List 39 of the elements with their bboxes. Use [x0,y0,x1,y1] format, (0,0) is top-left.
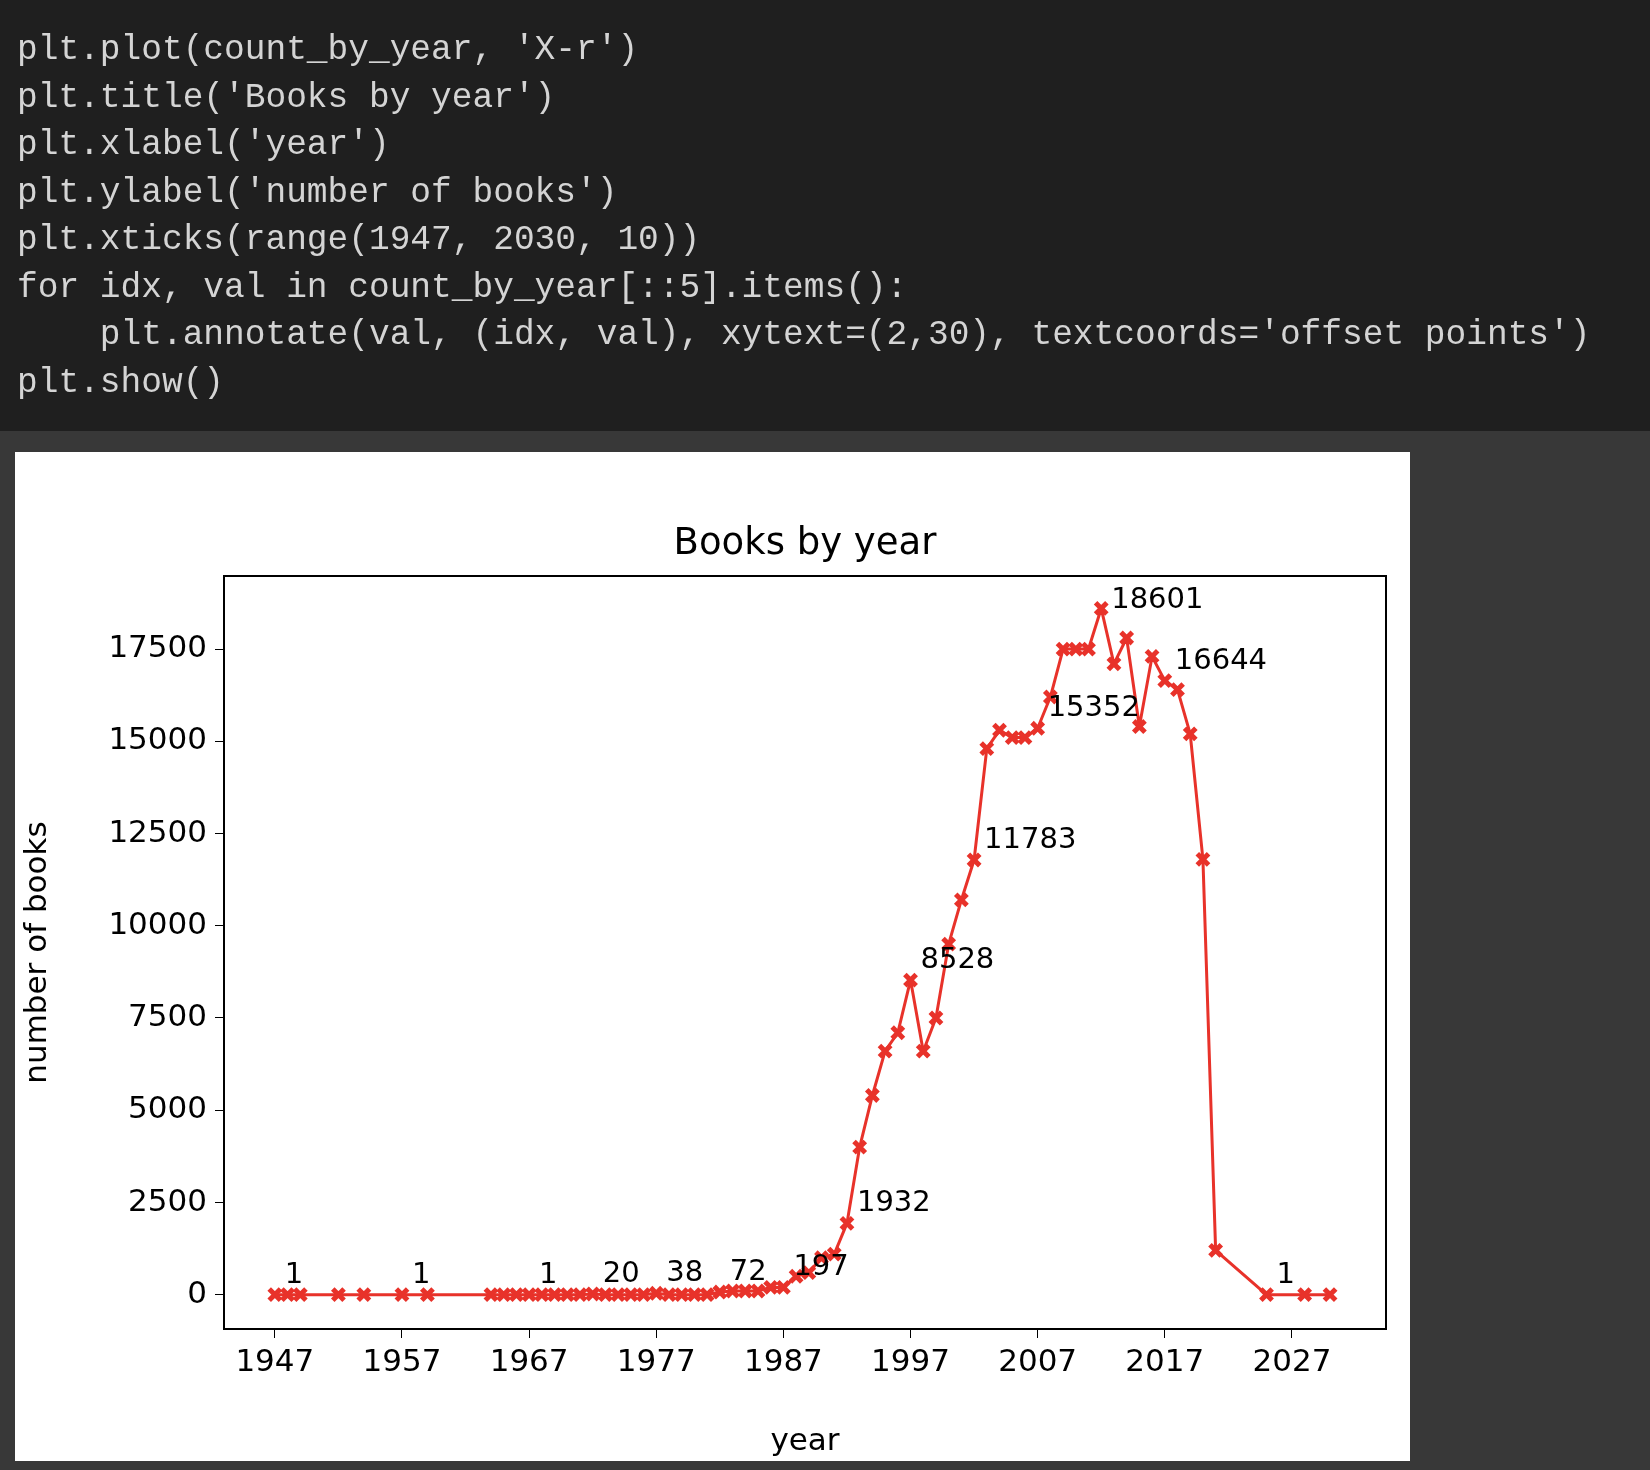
y-tick-label: 0 [187,1273,207,1310]
y-tick-label: 2500 [128,1181,207,1218]
x-tick-label: 2017 [1125,1341,1205,1378]
data-label: 1 [284,1255,304,1290]
data-label: 16644 [1174,641,1268,676]
data-label: 20 [602,1254,640,1289]
data-label: 1932 [856,1184,931,1219]
x-tick-label: 1957 [362,1341,442,1378]
y-axis-title: number of books [16,821,53,1084]
data-label: 72 [729,1253,767,1288]
data-label: 18601 [1111,581,1204,615]
x-tick-label: 1967 [489,1341,569,1378]
text: plt.ylabel('number of books') [17,171,619,214]
x-tick-label: 1947 [235,1341,315,1378]
text: plt.xticks(range(1947, 2030, 10)) [17,219,702,261]
x-axis-title: year [770,1421,840,1458]
y-tick-label: 17500 [108,628,207,665]
y-tick-label: 10000 [108,904,207,941]
data-label: 11783 [984,820,1077,855]
text: plt.plot(count_by_year, 'X-r') [17,29,640,71]
x-tick-label: 2007 [998,1341,1078,1378]
x-tick-label: 1997 [871,1341,950,1378]
data-label: 1 [539,1255,558,1290]
x-tick-label: 1977 [616,1341,696,1378]
data-label: 1 [411,1255,431,1290]
y-tick-label: 15000 [108,720,207,757]
text: plt.xlabel('year') [17,124,391,166]
y-tick-label: 7500 [128,997,207,1034]
chart-title: Books by year [673,520,938,563]
y-tick-label: 5000 [128,1089,207,1126]
y-tick-label: 12500 [108,812,207,849]
data-label: 38 [666,1254,704,1289]
x-tick-label: 2027 [1252,1341,1332,1378]
text: plt.annotate(val, (idx, val), xytext=(2,30), textcoords='offset points') [98,314,1592,356]
data-label: 1 [1276,1255,1295,1290]
x-tick-label: 1987 [743,1341,823,1378]
text: plt.show() [17,361,226,404]
text: plt.title('Books by year') [17,76,557,119]
text: for idx, val in count_by_year[::5].items(): [17,266,909,309]
